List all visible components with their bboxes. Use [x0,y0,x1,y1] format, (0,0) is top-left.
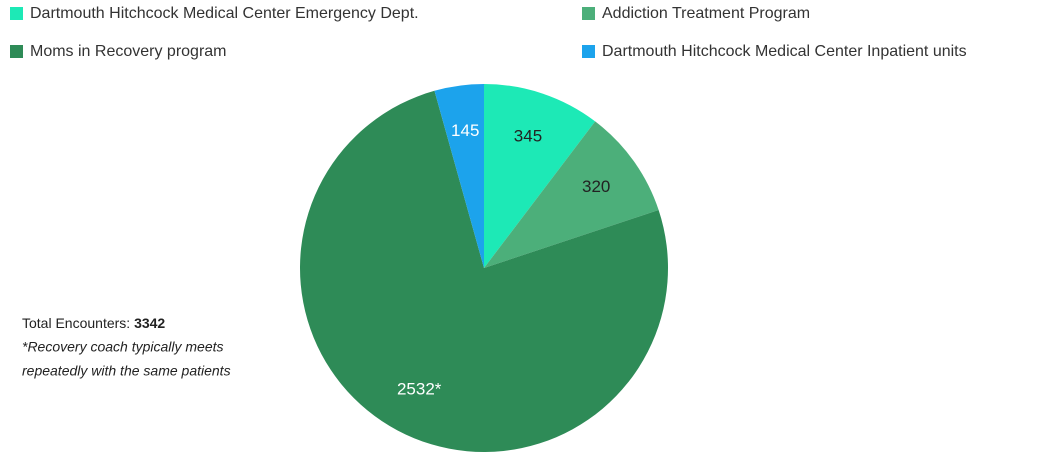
pie-slice [300,90,668,452]
legend-label: Addiction Treatment Program [602,5,810,22]
value-label: 320 [582,177,610,196]
legend-label: Moms in Recovery program [30,43,227,60]
value-label: 2532* [397,379,442,398]
legend-label: Dartmouth Hitchcock Medical Center Inpat… [602,43,967,60]
legend-swatch [582,45,595,58]
pie-slice [484,84,596,268]
annotation-note: *Recovery coach typically meets [22,339,224,355]
legend-swatch [10,7,23,20]
value-label: 345 [514,127,542,146]
legend-swatch [10,45,23,58]
pie-slice [484,121,659,268]
value-label: 145 [451,121,479,140]
annotation-note: repeatedly with the same patients [22,363,231,379]
pie-slice [434,84,484,268]
legend-swatch [582,7,595,20]
legend-label: Dartmouth Hitchcock Medical Center Emerg… [30,5,419,22]
annotation-total: Total Encounters: 3342 [22,315,165,331]
total-value: 3342 [134,315,165,331]
total-label: Total Encounters: [22,315,130,331]
